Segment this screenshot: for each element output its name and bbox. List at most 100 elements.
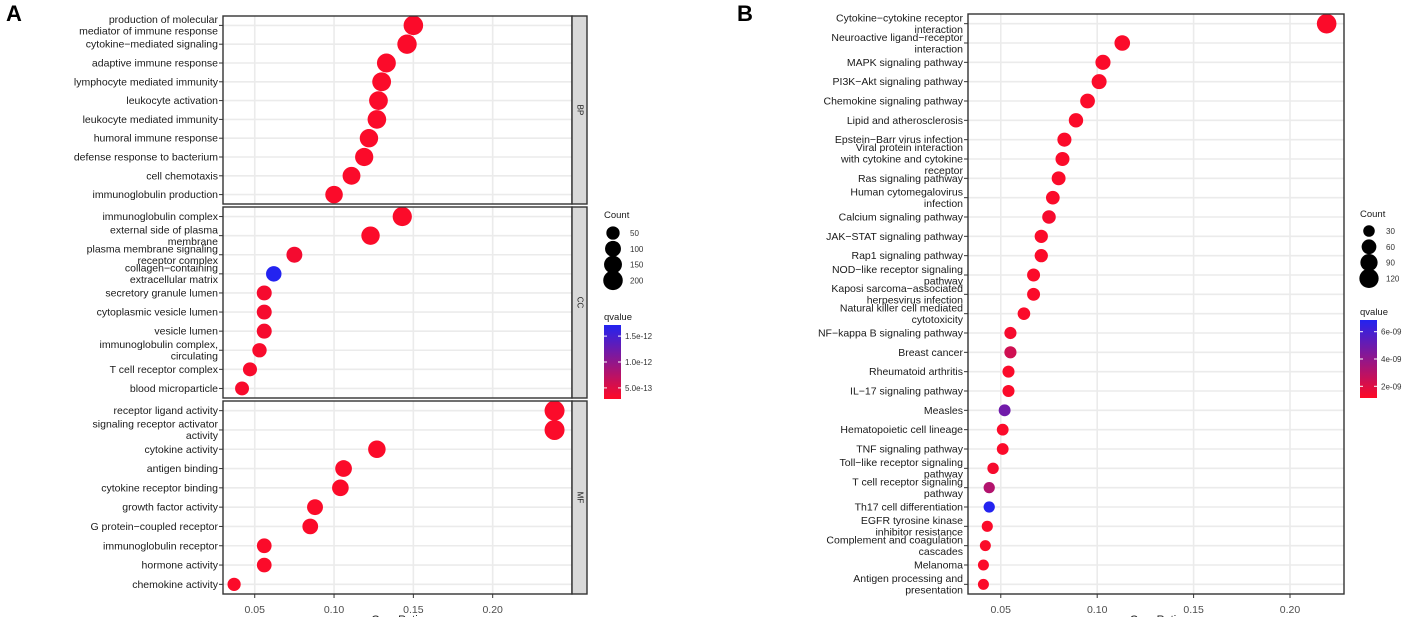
panel-a-category-label: hormone activity — [142, 560, 219, 572]
panel-b-dot — [1004, 346, 1017, 359]
panel-b-dot — [1095, 54, 1111, 70]
panel-b-category-label: TNF signaling pathway — [856, 444, 964, 456]
panel-a-dot — [403, 15, 424, 36]
panel-a-dot — [235, 381, 249, 396]
panel-a-dot — [266, 266, 282, 282]
panel-a-category-label: antigen binding — [147, 463, 218, 475]
panel-b-category-label: cytotoxicity — [912, 314, 964, 326]
panel-a-category-label: production of molecular — [109, 14, 219, 26]
panel-b-dot — [1027, 268, 1041, 282]
panel-a-legend-color-label: 5.0e-13 — [625, 384, 653, 393]
panel-b-category-label: IL−17 signaling pathway — [850, 386, 964, 398]
panel-b-legend-color-label: 2e-09 — [1381, 382, 1402, 391]
panel-a-x-tick-label: 0.10 — [324, 604, 345, 616]
panel-b-legend-size-label: 60 — [1386, 243, 1395, 252]
panel-a-dot — [256, 304, 272, 320]
panel-b-legend-size-label: 30 — [1386, 227, 1395, 236]
panel-a-dot — [252, 343, 267, 358]
panel-a-category-label: activity — [186, 430, 219, 442]
panel-b-category-label: interaction — [915, 43, 964, 55]
panel-b-category-label: Cytokine−cytokine receptor — [836, 12, 963, 24]
panel-a-x-tick-label: 0.05 — [245, 604, 266, 616]
panel-b-category-label: pathway — [924, 488, 964, 500]
panel-b-dot — [1002, 365, 1015, 378]
panel-b-category-label: infection — [924, 198, 963, 210]
panel-a-category-label: adaptive immune response — [92, 58, 218, 70]
panel-b-category-label: presentation — [905, 585, 963, 597]
panel-b-dot — [1055, 152, 1070, 166]
panel-a-legend-color-label: 1.0e-12 — [625, 358, 653, 367]
panel-a-legend-color-title: qvalue — [604, 312, 632, 323]
panel-a-category-label: circulating — [171, 351, 218, 363]
panel-b-dot — [1114, 35, 1131, 51]
panel-a-category-label: humoral immune response — [94, 133, 218, 145]
panel-a-x-tick-label: 0.20 — [482, 604, 503, 616]
panel-b-dot — [1316, 13, 1337, 34]
panel-a-category-label: membrane — [168, 236, 218, 248]
panel-a-category-label: T cell receptor complex — [110, 364, 219, 376]
panel-b-dot — [1080, 93, 1095, 109]
panel-a-category-label: signaling receptor activator — [93, 419, 219, 431]
panel-b-category-label: pathway — [924, 275, 964, 287]
panel-a-dot — [242, 362, 257, 377]
panel-b-category-label: Rheumatoid arthritis — [869, 366, 963, 378]
panel-a-category-label: extracellular matrix — [130, 274, 219, 286]
panel-a-category-label: immunoglobulin production — [93, 189, 219, 201]
panel-b-dot — [1045, 190, 1060, 205]
panel-a-category-label: cell chemotaxis — [146, 170, 218, 182]
panel-b-dot — [977, 578, 989, 590]
panel-b-legend-size-label: 90 — [1386, 259, 1395, 268]
panel-a-dot — [361, 226, 380, 245]
panel-a-legend-size-label: 150 — [630, 261, 644, 270]
panel-a-strip — [571, 15, 588, 205]
panel-a-dot — [367, 110, 387, 129]
panel-a-dot — [332, 479, 349, 497]
panel-a-category-label: immunoglobulin complex — [102, 211, 218, 223]
panel-a-dot — [392, 206, 412, 227]
panel-a-category-label: immunoglobulin receptor — [103, 540, 218, 552]
panel-a-category-label: leukocyte mediated immunity — [83, 114, 219, 126]
panel-a-legend-color-label: 1.5e-12 — [625, 332, 653, 341]
panel-b-category-label: Chemokine signaling pathway — [824, 96, 964, 108]
panel-b-category-label: interaction — [915, 24, 964, 36]
panel-a-dot — [256, 323, 272, 339]
panel-a-dot — [302, 518, 319, 535]
panel-b-legend-color-label: 6e-09 — [1381, 328, 1402, 337]
panel-b-category-label: EGFR tyrosine kinase — [861, 515, 963, 527]
panel-b-category-label: with cytokine and cytokine — [840, 154, 963, 166]
panel-a-legend-size-dot — [605, 240, 621, 257]
panel-a-category-label: blood microparticle — [130, 383, 218, 395]
panel-b-category-label: JAK−STAT signaling pathway — [826, 231, 964, 243]
panel-a-strip — [571, 206, 588, 399]
panel-b-category-label: inhibitor resistance — [875, 527, 963, 539]
panel-a-dot — [227, 577, 241, 591]
panel-b-category-label: Kaposi sarcoma−associated — [831, 283, 963, 295]
panel-a-dot — [342, 166, 361, 185]
panel-b-dot — [977, 559, 989, 571]
panel-b-legend-color-bar — [1360, 320, 1377, 398]
panel-b-category-label: NOD−like receptor signaling — [832, 264, 963, 276]
panel-b-category-label: Lipid and atherosclerosis — [847, 115, 963, 127]
panel-b-category-label: T cell receptor signaling — [852, 476, 963, 488]
panel-b-x-tick-label: 0.10 — [1087, 604, 1108, 616]
panel-a-dot — [544, 419, 565, 440]
panel-a-category-label: plasma membrane signaling — [87, 244, 218, 256]
panel-a-dot — [376, 53, 396, 73]
panel-b-dot — [979, 540, 991, 552]
panel-a-category-label: defense response to bacterium — [74, 152, 218, 164]
panel-b-category-label: Human cytomegalovirus — [850, 186, 963, 198]
panel-b-legend-size-dot — [1359, 268, 1379, 289]
panel-b-dot — [996, 423, 1009, 436]
panel-a-dot — [372, 72, 392, 92]
panel-b-x-axis-title: GeneRatio — [1130, 614, 1183, 617]
panel-b-dot — [983, 482, 995, 494]
panel-b-category-label: Th17 cell differentiation — [855, 502, 964, 514]
panel-b-dot — [1051, 171, 1066, 186]
panel-b-x-tick-label: 0.20 — [1280, 604, 1301, 616]
panel-a-category-label: cytoplasmic vesicle lumen — [97, 307, 219, 319]
panel-a-category-label: cytokine−mediated signaling — [86, 39, 218, 51]
panel-a-strip-label: CC — [575, 297, 584, 309]
panel-a-dot — [355, 147, 374, 167]
panel-a-category-label: G protein−coupled receptor — [90, 521, 218, 533]
